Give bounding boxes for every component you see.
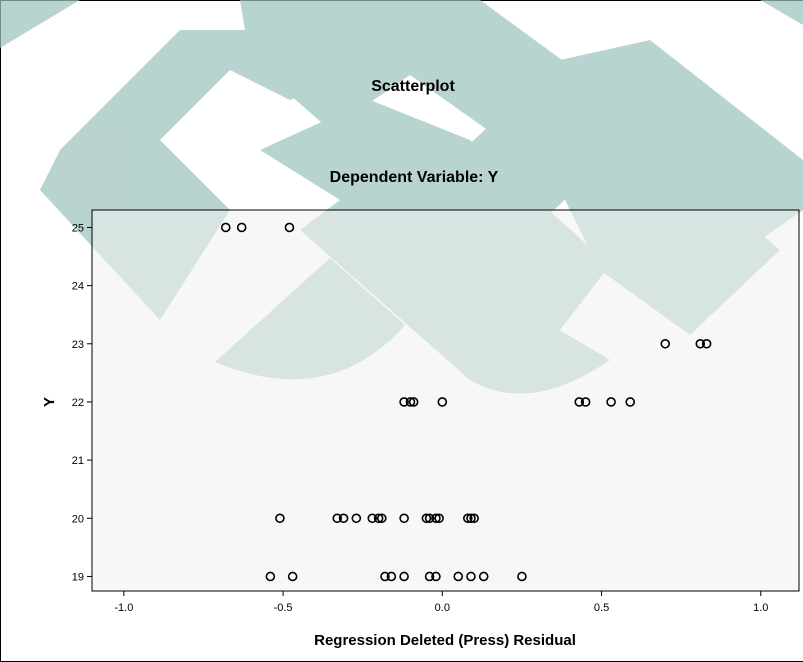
y-tick-label: 23 (72, 339, 84, 351)
data-point-14 (275, 513, 285, 524)
x-tick-label: -1.0 (114, 602, 133, 614)
chart-subtitle: Dependent Variable: Y (330, 169, 499, 186)
data-point-15 (332, 513, 343, 524)
y-tick-label: 22 (72, 397, 84, 409)
data-point-37 (466, 571, 476, 582)
data-points (220, 222, 712, 582)
data-point-9 (437, 397, 448, 407)
data-point-3 (660, 338, 671, 349)
x-axis-label: Regression Deleted (Press) Residual (314, 632, 576, 649)
data-point-30 (287, 571, 298, 582)
data-point-1 (236, 222, 247, 233)
y-axis-ticks: 19 20 21 22 23 24 25 (72, 222, 92, 583)
plot-border (91, 209, 800, 592)
watermark-corner-left (0, 0, 80, 48)
x-tick-label: 0.0 (435, 602, 450, 614)
data-point-0 (220, 222, 231, 233)
data-point-26 (462, 513, 473, 524)
y-tick-label: 20 (72, 513, 84, 525)
watermark-corner-right (760, 0, 803, 25)
data-point-18 (367, 513, 378, 524)
data-point-19 (373, 513, 384, 524)
data-point-35 (431, 571, 441, 582)
y-tick-label: 21 (72, 455, 84, 467)
data-point-28 (469, 513, 479, 524)
data-point-8 (408, 397, 419, 407)
x-tick-label: 1.0 (753, 602, 768, 614)
chart-title: Scatterplot (371, 78, 455, 95)
x-tick-label: 0.5 (594, 602, 609, 614)
data-point-12 (606, 397, 616, 407)
data-point-27 (466, 513, 476, 524)
data-point-16 (338, 513, 349, 524)
data-point-33 (399, 571, 409, 582)
y-tick-label: 24 (72, 281, 84, 293)
data-point-34 (424, 571, 435, 582)
y-axis-label: Y (41, 397, 58, 407)
data-point-29 (265, 571, 276, 582)
data-point-32 (386, 571, 397, 582)
data-point-22 (421, 513, 432, 524)
data-point-10 (574, 397, 585, 407)
x-axis-ticks: -1.0 -0.5 0.0 0.5 1.0 (114, 591, 768, 614)
data-point-38 (478, 571, 489, 582)
data-point-24 (431, 513, 441, 524)
x-tick-label: -0.5 (274, 602, 293, 614)
data-point-2 (284, 222, 295, 233)
data-point-39 (517, 571, 527, 582)
data-point-17 (351, 513, 362, 524)
data-point-25 (434, 513, 444, 524)
data-point-23 (424, 513, 435, 524)
data-point-13 (625, 397, 636, 407)
y-tick-label: 19 (72, 571, 84, 583)
data-point-21 (399, 513, 409, 524)
data-point-5 (701, 338, 712, 349)
data-point-4 (695, 338, 706, 349)
data-point-36 (453, 571, 464, 582)
data-point-20 (377, 513, 387, 524)
y-tick-label: 25 (72, 222, 84, 234)
data-point-31 (380, 571, 390, 582)
data-point-11 (580, 397, 591, 407)
data-point-7 (405, 397, 416, 407)
data-point-6 (399, 397, 409, 407)
